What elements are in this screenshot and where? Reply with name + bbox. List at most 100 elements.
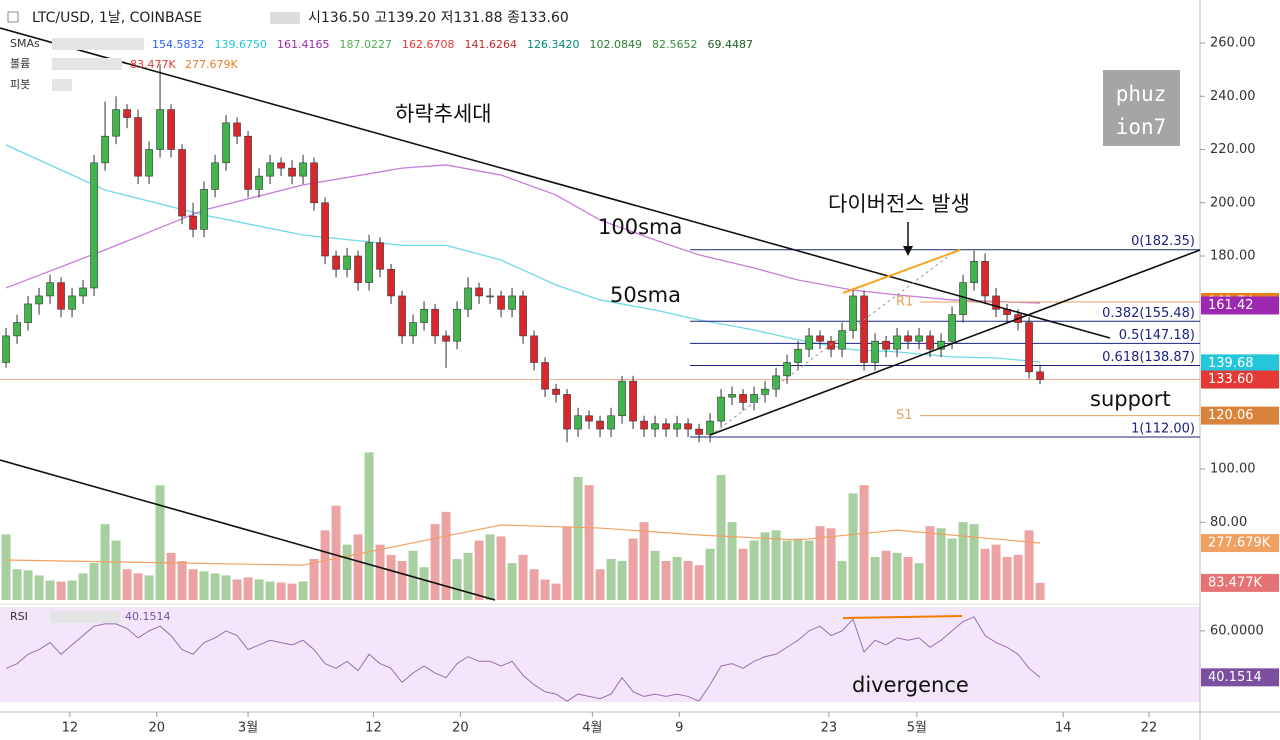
candle-body (893, 335, 901, 350)
volume-bar (309, 559, 319, 600)
volume-bar (892, 552, 902, 600)
annotation: 하락추세대 (395, 102, 492, 126)
y-tick-label: 180.00 (1210, 249, 1256, 264)
candle-body (1025, 322, 1033, 373)
candle-body (783, 362, 791, 377)
divergence-rsi-line (842, 615, 963, 619)
candle-body (90, 162, 98, 289)
fib-label: 0(182.35) (1131, 234, 1195, 249)
candle-body (112, 109, 120, 137)
price-badge-label: 277.679K (1208, 536, 1271, 551)
volume-bar (650, 550, 660, 600)
price-badge (1201, 296, 1279, 315)
icons (52, 58, 122, 70)
legend-label: SMAs (10, 37, 40, 50)
volume-bar (738, 548, 748, 600)
y-tick-label: 80.00 (1210, 515, 1247, 530)
legend-value: 139.6750 (215, 38, 268, 51)
volume-bar (331, 505, 341, 600)
volume-bar (78, 573, 88, 600)
candle-body (805, 335, 813, 350)
volume-bar (705, 548, 715, 600)
annotation: divergence (852, 673, 969, 697)
candle-body (200, 189, 208, 230)
volume-bar (111, 540, 121, 600)
pivot-label: R1 (896, 294, 913, 309)
candle-body (530, 335, 538, 363)
candle-body (46, 282, 54, 297)
legend-value: 141.6264 (465, 38, 518, 51)
volume-bar (254, 579, 264, 600)
candle-body (453, 308, 461, 342)
x-tick-label: 22 (1141, 721, 1158, 736)
legend-value: 40.1514 (125, 610, 171, 623)
volume-bar (529, 569, 539, 600)
candle-body (266, 162, 274, 177)
icon (7, 11, 19, 23)
candle-body (970, 261, 978, 283)
volume-bar (243, 577, 253, 600)
candle-body (959, 282, 967, 315)
volume-bar (826, 528, 836, 600)
volume-bar (727, 522, 737, 600)
volume-bar (914, 563, 924, 600)
volume-bar (441, 511, 451, 600)
volume-bar (155, 485, 165, 600)
candle-body (387, 269, 395, 297)
price-badge (1201, 406, 1279, 425)
volume-bar (639, 522, 649, 600)
candle-body (640, 420, 648, 430)
legend-value: 162.6708 (402, 38, 455, 51)
volume-bar (881, 550, 891, 600)
sma-line (5, 144, 1041, 363)
volume-bar (969, 524, 979, 600)
volume-bar (353, 534, 363, 600)
candle-body (442, 335, 450, 342)
candle-body (684, 423, 692, 430)
candle-body (728, 394, 736, 398)
volume-bar (628, 538, 638, 600)
legend-value: 69.4487 (708, 38, 754, 51)
candle-body (497, 295, 505, 310)
uptrend-line (709, 249, 1201, 436)
volume-bar (903, 556, 913, 600)
sma-line (5, 164, 1041, 304)
candle-body (519, 295, 527, 337)
volume-bar (584, 485, 594, 600)
volume-bar (463, 552, 473, 600)
rsi-band (0, 607, 1200, 702)
candle-body (761, 388, 769, 395)
volume-bar (375, 544, 385, 600)
price-badge-label: 40.1514 (1208, 670, 1262, 685)
price-badge-label: 133.60 (1208, 372, 1254, 387)
volume-bar (12, 569, 22, 600)
volume-bar (199, 571, 209, 600)
ohlc: 시136.50 고139.20 저131.88 종133.60 (308, 10, 569, 26)
candle-body (607, 415, 615, 430)
dashed-line (714, 254, 951, 433)
volume-bar (298, 581, 308, 600)
candle-body (79, 287, 87, 297)
watermark-box (1103, 70, 1180, 146)
candle-body (68, 295, 76, 310)
candle-body (750, 394, 758, 403)
volume-bar (210, 573, 220, 600)
volume-bar (661, 561, 671, 600)
volume-bar (320, 530, 330, 600)
downtrend-lower (0, 459, 496, 601)
volume-bar (694, 565, 704, 600)
candle-body (706, 420, 714, 435)
candle-body (13, 322, 21, 337)
candle-body (244, 135, 252, 190)
price-badge (1201, 354, 1279, 373)
volume-bar (793, 538, 803, 600)
candle-body (398, 295, 406, 337)
fib-label: 0.382(155.48) (1102, 306, 1195, 321)
legend-label: RSI (10, 610, 28, 623)
candle-body (101, 135, 109, 164)
x-tick-label: 3월 (238, 721, 258, 736)
legend-value: 154.5832 (152, 38, 205, 51)
x-tick-label: 12 (365, 721, 382, 736)
annotation: 다이버전스 발생 (828, 192, 970, 216)
candle-body (618, 380, 626, 417)
